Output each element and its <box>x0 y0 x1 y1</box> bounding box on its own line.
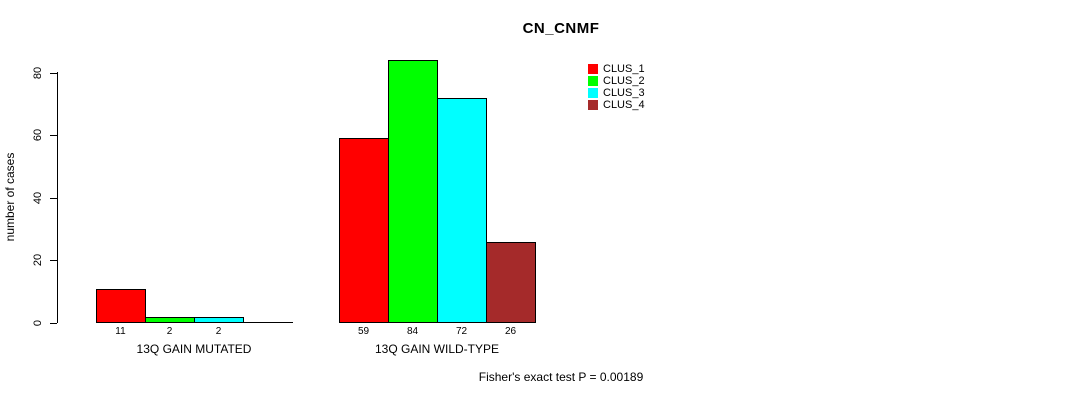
group-label-wild-type: 13Q GAIN WILD-TYPE <box>374 342 500 356</box>
legend-item-clus3: CLUS_3 <box>588 87 645 99</box>
bar-clus_2-group1 <box>145 317 195 323</box>
bar-value-label: 84 <box>406 326 419 337</box>
legend-label-clus3: CLUS_3 <box>603 87 645 99</box>
y-tick-label-20: 20 <box>32 253 44 267</box>
annotation-fisher-test: Fisher's exact test P = 0.00189 <box>478 370 644 384</box>
legend-swatch-clus3 <box>588 88 598 98</box>
bar-clus_1-group1 <box>96 289 146 323</box>
bar-clus_4-group2 <box>486 242 536 323</box>
y-tick-0 <box>50 323 57 324</box>
bar-clus_2-group2 <box>388 60 438 323</box>
bar-value-label: 72 <box>455 326 468 337</box>
y-tick-60 <box>50 135 57 136</box>
y-tick-label-60: 60 <box>32 128 44 142</box>
legend-label-clus1: CLUS_1 <box>603 63 645 75</box>
y-tick-40 <box>50 198 57 199</box>
legend-swatch-clus4 <box>588 100 598 110</box>
bar-clus_3-group2 <box>437 98 487 323</box>
legend-label-clus4: CLUS_4 <box>603 99 645 111</box>
bar-clus_1-group2 <box>339 138 389 323</box>
y-tick-80 <box>50 73 57 74</box>
y-tick-label-0: 0 <box>32 319 44 327</box>
zero-bar-clus_4-group1 <box>243 322 293 323</box>
legend-swatch-clus2 <box>588 76 598 86</box>
bar-value-label: 11 <box>115 326 126 337</box>
legend-label-clus2: CLUS_2 <box>603 75 645 87</box>
legend-swatch-clus1 <box>588 64 598 74</box>
y-tick-20 <box>50 260 57 261</box>
chart-title: CN_CNMF <box>522 20 600 37</box>
y-tick-label-40: 40 <box>32 191 44 205</box>
group-label-mutated: 13Q GAIN MUTATED <box>136 342 252 356</box>
legend-item-clus2: CLUS_2 <box>588 75 645 87</box>
bar-value-label: 2 <box>215 326 222 337</box>
legend: CLUS_1 CLUS_2 CLUS_3 CLUS_4 <box>588 63 645 111</box>
legend-item-clus1: CLUS_1 <box>588 63 645 75</box>
bar-value-label: 59 <box>357 326 370 337</box>
bar-value-label: 26 <box>504 326 517 337</box>
legend-item-clus4: CLUS_4 <box>588 99 645 111</box>
bar-value-label: 2 <box>166 326 173 337</box>
y-tick-label-80: 80 <box>32 66 44 80</box>
bar-clus_3-group1 <box>194 317 244 323</box>
y-axis-title: number of cases <box>3 152 17 242</box>
y-axis-line <box>57 72 58 323</box>
